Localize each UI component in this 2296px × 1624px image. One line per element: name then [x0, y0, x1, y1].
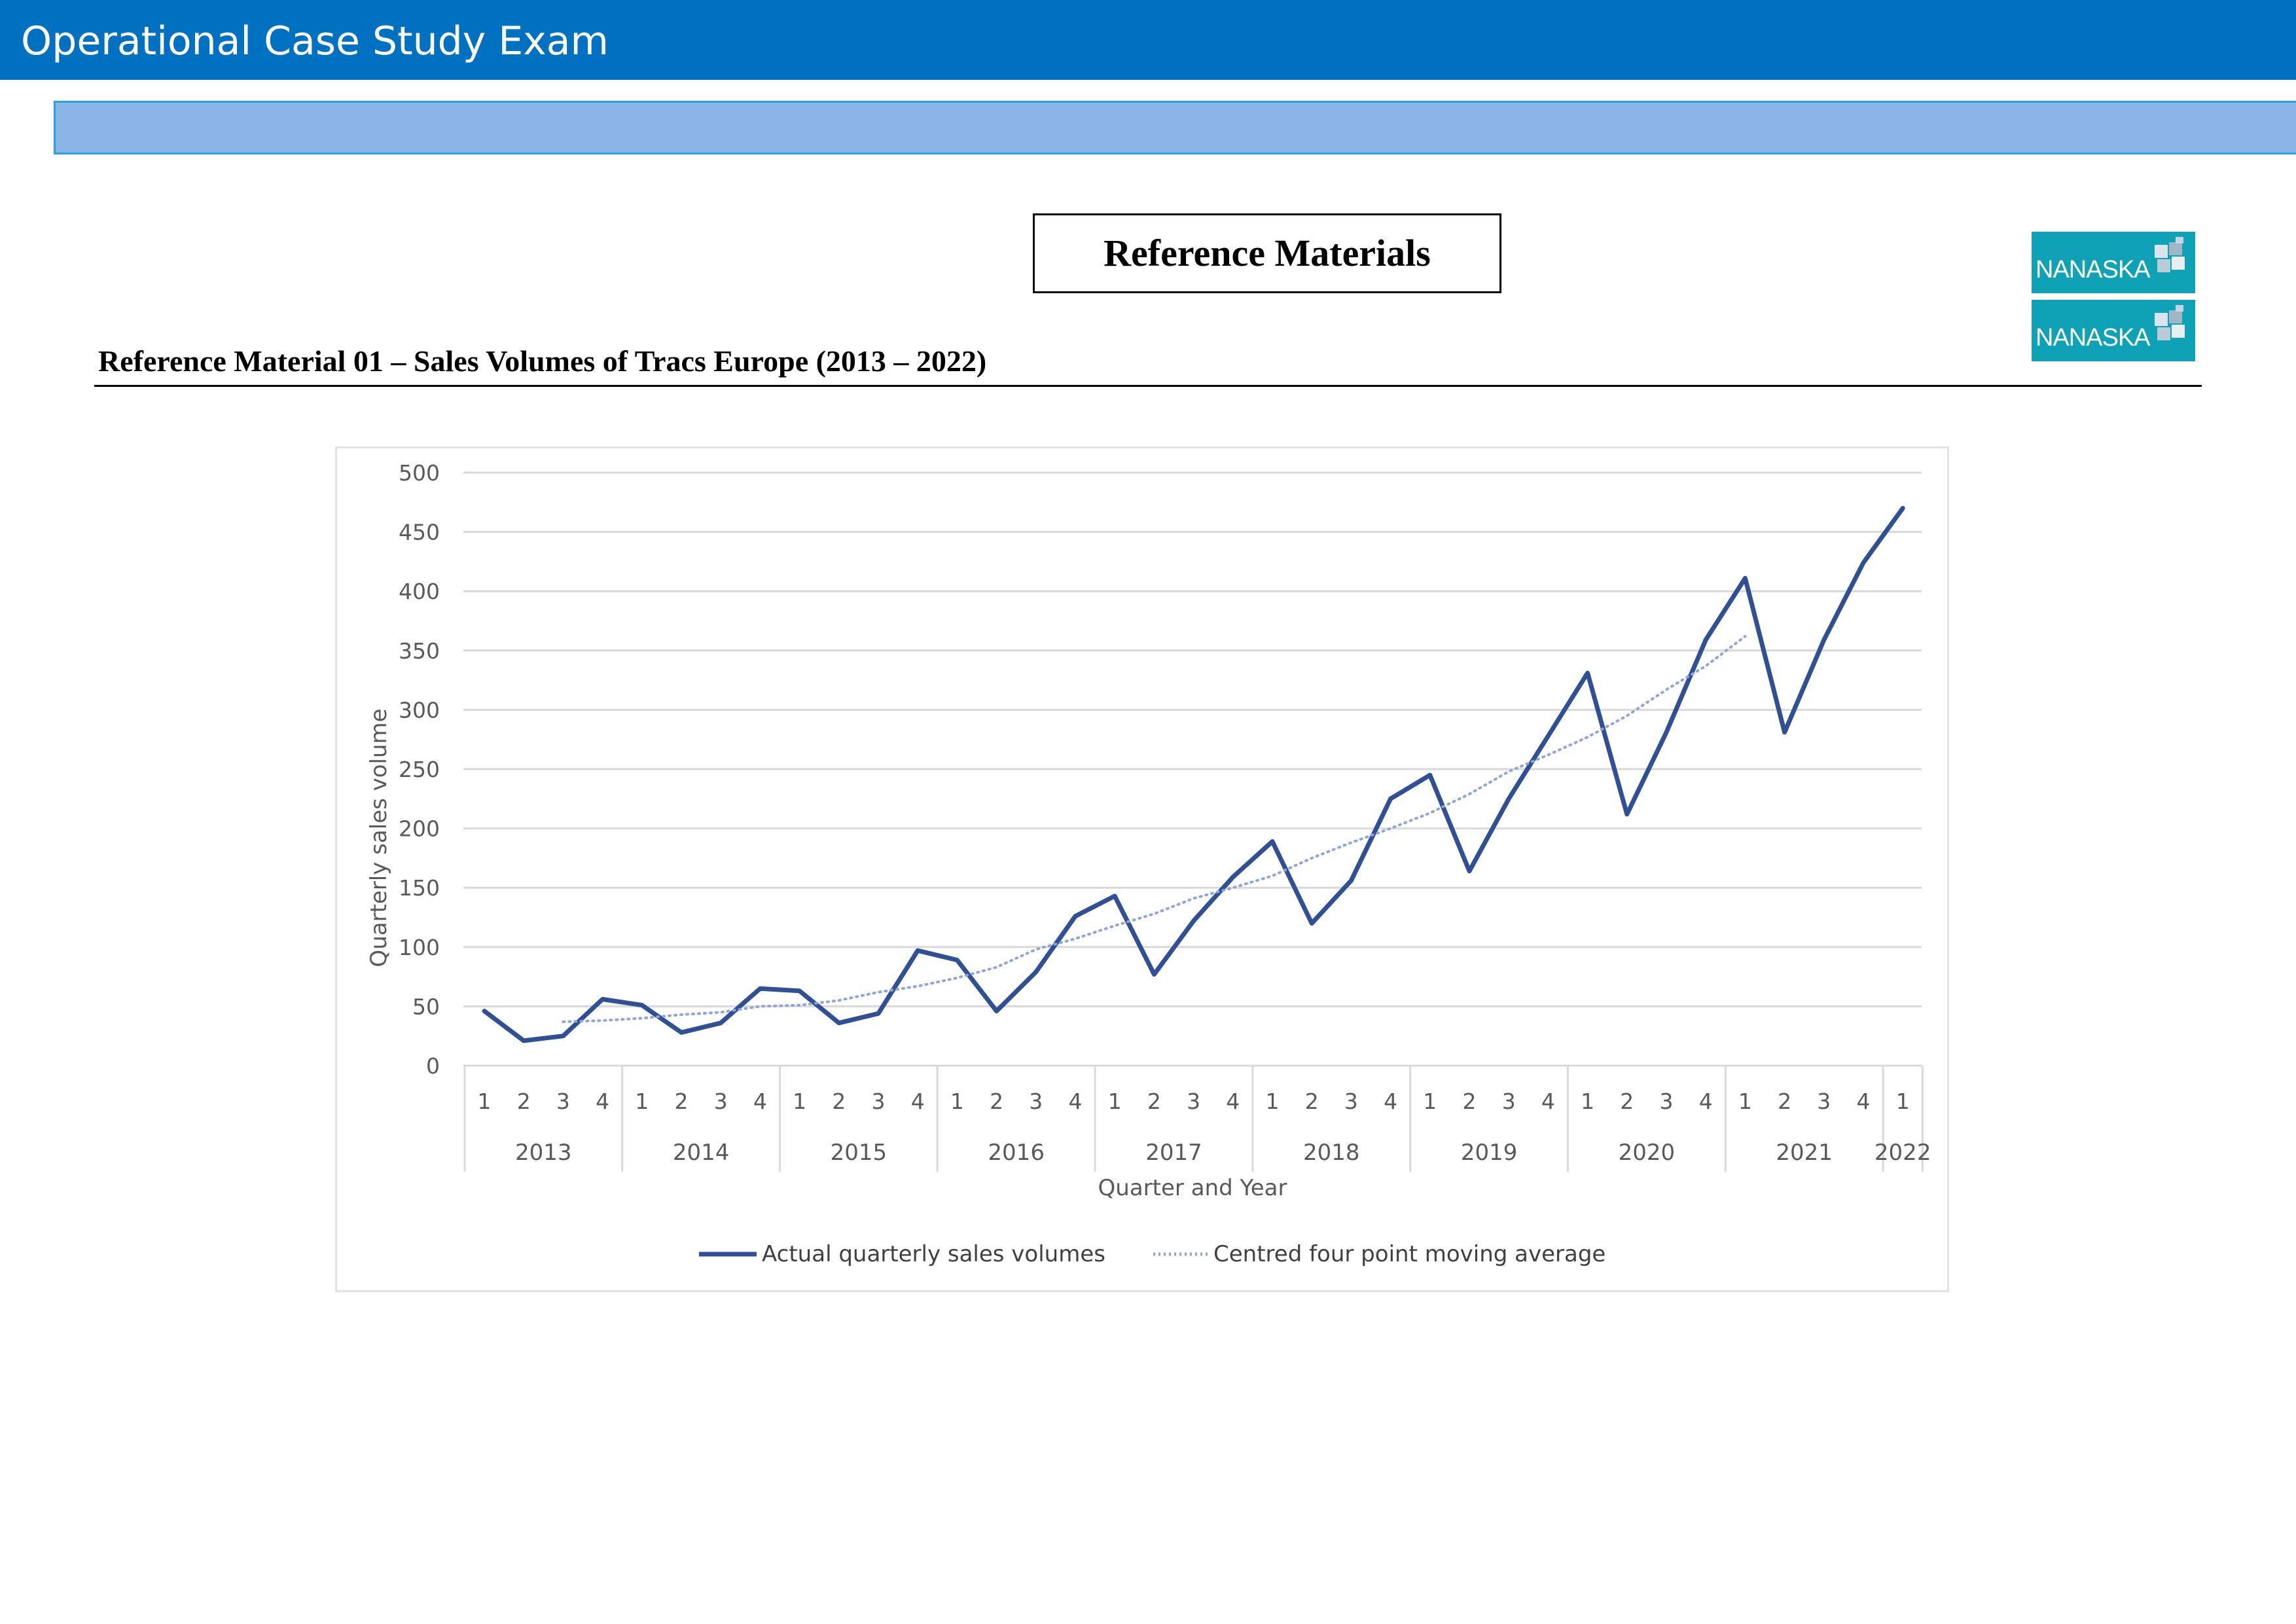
x-year-label: 2018	[1303, 1140, 1360, 1166]
legend-actual-swatch	[699, 1252, 757, 1257]
y-tick-label: 500	[399, 460, 440, 486]
logo-text: NANASKA	[2036, 324, 2151, 352]
section-title: Reference Material 01 – Sales Volumes of…	[98, 344, 987, 378]
x-quarter-label: 2	[1147, 1089, 1161, 1114]
y-tick-label: 400	[399, 579, 440, 604]
x-year-label: 2022	[1874, 1140, 1931, 1166]
cube-icon	[2155, 237, 2185, 272]
x-quarter-label: 3	[556, 1089, 570, 1114]
nanaska-logo: NANASKA	[2032, 300, 2195, 361]
x-axis-title: Quarter and Year	[1098, 1175, 1287, 1201]
x-quarter-label: 1	[1738, 1089, 1752, 1114]
y-tick-label: 50	[412, 994, 440, 1019]
legend-average: Centred four point moving average	[1151, 1238, 1609, 1271]
x-quarter-label: 1	[1423, 1089, 1437, 1114]
x-quarter-label: 1	[1896, 1089, 1910, 1114]
x-quarter-label: 4	[753, 1089, 767, 1114]
reference-materials-label: Reference Materials	[1103, 232, 1431, 274]
x-quarter-label: 1	[950, 1089, 964, 1114]
y-tick-label: 100	[399, 935, 440, 960]
x-quarter-label: 1	[1108, 1089, 1122, 1114]
moving-average-line	[562, 635, 1747, 1023]
x-quarter-label: 1	[635, 1089, 649, 1114]
legend-average-label: Centred four point moving average	[1213, 1241, 1606, 1267]
chart-frame	[335, 446, 1949, 1292]
x-year-label: 2017	[1145, 1140, 1202, 1166]
x-quarter-label: 1	[793, 1089, 806, 1114]
x-quarter-label: 3	[1660, 1089, 1674, 1114]
reference-materials-box: Reference Materials	[1033, 213, 1501, 293]
y-tick-label: 200	[399, 816, 440, 842]
y-tick-label: 150	[399, 875, 440, 901]
x-quarter-label: 3	[1344, 1089, 1358, 1114]
y-tick-label: 350	[399, 638, 440, 664]
legend-actual: Actual quarterly sales volumes	[696, 1238, 1105, 1271]
x-quarter-label: 3	[1029, 1089, 1043, 1114]
x-quarter-label: 2	[517, 1089, 531, 1114]
x-year-label: 2013	[515, 1140, 572, 1166]
x-quarter-label: 3	[1187, 1089, 1200, 1114]
x-quarter-label: 4	[1541, 1089, 1555, 1114]
y-axis-title: Quarterly sales volume	[366, 708, 392, 967]
x-quarter-label: 2	[675, 1089, 689, 1114]
x-quarter-label: 2	[1778, 1089, 1791, 1114]
header-bar: Operational Case Study Exam	[0, 0, 2296, 80]
x-quarter-label: 4	[1857, 1089, 1871, 1114]
y-tick-label: 0	[426, 1053, 440, 1079]
legend-actual-label: Actual quarterly sales volumes	[762, 1241, 1105, 1267]
logo-text: NANASKA	[2036, 256, 2151, 283]
x-quarter-label: 4	[911, 1089, 925, 1114]
x-quarter-label: 3	[714, 1089, 728, 1114]
x-quarter-label: 3	[1817, 1089, 1831, 1114]
x-quarter-label: 1	[1581, 1089, 1594, 1114]
x-quarter-label: 3	[1502, 1089, 1516, 1114]
x-quarter-label: 2	[1620, 1089, 1634, 1114]
x-quarter-label: 2	[1305, 1089, 1319, 1114]
x-year-label: 2020	[1619, 1140, 1676, 1166]
sub-header-bar	[54, 101, 2296, 154]
section-divider	[94, 385, 2202, 387]
x-year-label: 2016	[988, 1140, 1045, 1166]
x-quarter-label: 2	[1463, 1089, 1477, 1114]
x-quarter-label: 4	[1384, 1089, 1397, 1114]
exam-title: Operational Case Study Exam	[21, 18, 609, 64]
x-quarter-label: 4	[1226, 1089, 1240, 1114]
x-quarter-label: 2	[832, 1089, 846, 1114]
legend-average-swatch	[1153, 1252, 1211, 1256]
x-quarter-label: 4	[1069, 1089, 1083, 1114]
nanaska-logo: NANASKA	[2032, 232, 2195, 293]
x-year-label: 2015	[831, 1140, 888, 1166]
y-tick-label: 300	[399, 697, 440, 723]
x-quarter-label: 2	[990, 1089, 1003, 1114]
cube-icon	[2155, 305, 2185, 340]
x-quarter-label: 1	[478, 1089, 492, 1114]
x-quarter-label: 4	[1699, 1089, 1713, 1114]
x-year-label: 2021	[1776, 1140, 1833, 1166]
y-tick-label: 450	[399, 520, 440, 545]
x-quarter-label: 3	[872, 1089, 886, 1114]
x-quarter-label: 1	[1266, 1089, 1280, 1114]
x-year-label: 2014	[673, 1140, 730, 1166]
actual-sales-line	[482, 505, 1905, 1043]
y-tick-label: 250	[399, 757, 440, 782]
x-quarter-label: 4	[596, 1089, 609, 1114]
x-year-label: 2019	[1461, 1140, 1518, 1166]
